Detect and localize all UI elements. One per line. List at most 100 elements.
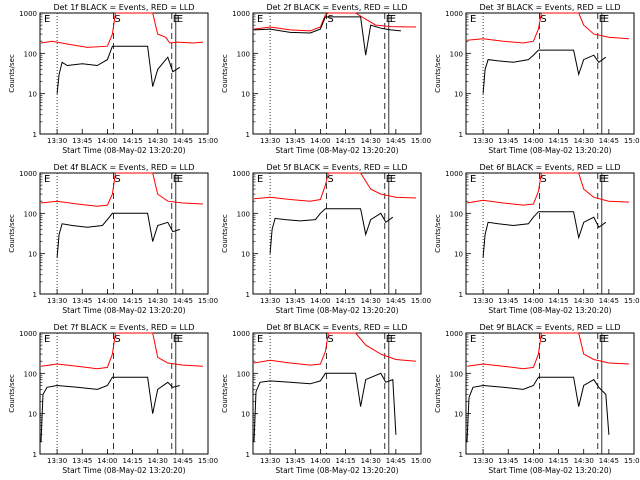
panel-4-ytick-label: 10 [28,251,37,259]
panel-9-ylabel: Counts/sec [434,374,442,413]
panel-7-ylabel: Counts/sec [8,374,16,413]
panel-1: Det 1f BLACK = Events, RED = LLD 1 10 100 10… [8,3,218,155]
panel-2-ylabel: Counts/sec [221,54,229,93]
panel-4-series-events [56,212,180,258]
panel-5-xtick-label: 15:00 [411,297,431,305]
panel-7-ytick-label: 100 [24,370,37,378]
panel-3-xtick-label: 14:45 [599,137,619,145]
panel-4-xtick-label: 14:15 [122,297,142,305]
panel-3-xtick-label: 14:15 [548,137,568,145]
panel-2-series-lld [253,12,417,32]
panel-7-xtick-label: 13:30 [47,457,67,465]
panel-8-xtick-label: 13:30 [260,457,280,465]
panel-6-xtick-label: 14:30 [574,297,594,305]
panel-1-xtick-label: 13:30 [47,137,67,145]
panel-9-ytick-label: 10 [454,411,463,419]
panel-8-marker-label: E [257,334,263,345]
panel-7-series-lld [40,332,204,370]
panel-1-xtick-label: 14:45 [173,137,193,145]
panel-7: Det 7f BLACK = Events, RED = LLD 1 10 100 10… [8,323,218,475]
panel-8-ytick-label: 1 [246,451,250,459]
panel-7-series-events [40,376,180,442]
panel-5-series-lld [253,172,417,202]
panel-2-ytick-label: 100 [237,50,250,58]
panel-1-plot-frame [39,12,209,135]
panel-8-series-lld [253,332,417,366]
panel-6: Det 6f BLACK = Events, RED = LLD 1 10 100 10… [434,163,640,315]
panel-9-series-events [466,376,610,442]
panel-7-xtick-label: 14:30 [148,457,168,465]
panel-3-xtick-label: 15:00 [624,137,640,145]
panel-6-xtick-label: 14:00 [523,297,543,305]
panel-8-ytick-label: 10 [241,411,250,419]
panel-3-marker-label: E [603,14,609,25]
panel-3-marker-label: S [540,14,546,25]
panel-1-xtick-label: 15:00 [198,137,218,145]
panel-3-marker-label: E [470,14,476,25]
panel-5-xtick-label: 14:45 [386,297,406,305]
panel-3-xlabel: Start Time (08-May-02 13:20:20) [488,146,611,155]
panel-8-title: Det 8f BLACK = Events, RED = LLD [266,323,407,332]
panel-6-xtick-label: 14:15 [548,297,568,305]
panel-4-ylabel: Counts/sec [8,214,16,253]
panel-8-xtick-label: 13:45 [285,457,305,465]
panel-2-title: Det 2f BLACK = Events, RED = LLD [266,3,407,12]
panel-7-ytick-label: 10 [28,411,37,419]
panel-8-xtick-label: 14:15 [335,457,355,465]
panel-5-series-events [269,208,394,254]
panel-3-series-lld [466,12,630,44]
panel-3-ytick-label: 10 [454,91,463,99]
panel-1-ytick-label: 1 [33,131,37,139]
panel-3-title: Det 3f BLACK = Events, RED = LLD [479,3,620,12]
panel-2-xtick-label: 13:45 [285,137,305,145]
panel-9-xtick-label: 13:45 [498,457,518,465]
panel-5-xtick-label: 14:15 [335,297,355,305]
panel-2-marker-label: E [390,14,396,25]
panel-7-ytick-label: 1 [33,451,37,459]
panel-1-marker-label: S [114,14,120,25]
panel-4-xtick-label: 14:45 [173,297,193,305]
panel-5-title: Det 5f BLACK = Events, RED = LLD [266,163,407,172]
panel-3: Det 3f BLACK = Events, RED = LLD 1 10 100 10… [434,3,640,155]
panel-3-xtick-label: 14:30 [574,137,594,145]
panel-9-xlabel: Start Time (08-May-02 13:20:20) [488,466,611,475]
panel-6-xlabel: Start Time (08-May-02 13:20:20) [488,306,611,315]
panel-2-xtick-label: 14:00 [310,137,330,145]
panel-5-xtick-label: 13:30 [260,297,280,305]
panel-9: Det 9f BLACK = Events, RED = LLD 1 10 100 10… [434,323,640,475]
panel-9-series-lld [466,332,630,370]
panel-6-ytick-label: 1 [459,291,463,299]
panel-1-xtick-label: 14:00 [97,137,117,145]
panel-2-xtick-label: 14:30 [361,137,381,145]
panel-6-xtick-label: 15:00 [624,297,640,305]
panel-7-xtick-label: 14:45 [173,457,193,465]
panel-4-xtick-label: 14:00 [97,297,117,305]
panel-9-marker-label: S [540,334,546,345]
panel-6-ytick-label: 1000 [445,170,463,178]
panel-4-marker-label: S [114,174,120,185]
panel-5-xtick-label: 14:30 [361,297,381,305]
panel-1-ytick-label: 10 [28,91,37,99]
panel-1-ylabel: Counts/sec [8,54,16,93]
panel-7-title: Det 7f BLACK = Events, RED = LLD [53,323,194,332]
panel-8-xtick-label: 15:00 [411,457,431,465]
panel-2-xlabel: Start Time (08-May-02 13:20:20) [275,146,398,155]
panel-1-ytick-label: 100 [24,50,37,58]
panel-5-marker-label: E [390,174,396,185]
panel-5-ytick-label: 100 [237,210,250,218]
panel-8-xlabel: Start Time (08-May-02 13:20:20) [275,466,398,475]
panel-9-xtick-label: 14:45 [599,457,619,465]
panel-9-xtick-label: 14:00 [523,457,543,465]
panel-8-marker-label: S [327,334,333,345]
panel-3-plot-frame [465,12,635,135]
panel-5-ytick-label: 1 [246,291,250,299]
panel-4-series-lld [40,172,204,207]
panel-2-series-events [253,16,401,56]
panel-2-xtick-label: 14:15 [335,137,355,145]
panel-9-xtick-label: 13:30 [473,457,493,465]
panel-3-xtick-label: 14:00 [523,137,543,145]
panel-2-xtick-label: 14:45 [386,137,406,145]
panel-7-xtick-label: 14:15 [122,457,142,465]
panel-7-marker-label: E [177,334,183,345]
panel-6-xtick-label: 13:30 [473,297,493,305]
